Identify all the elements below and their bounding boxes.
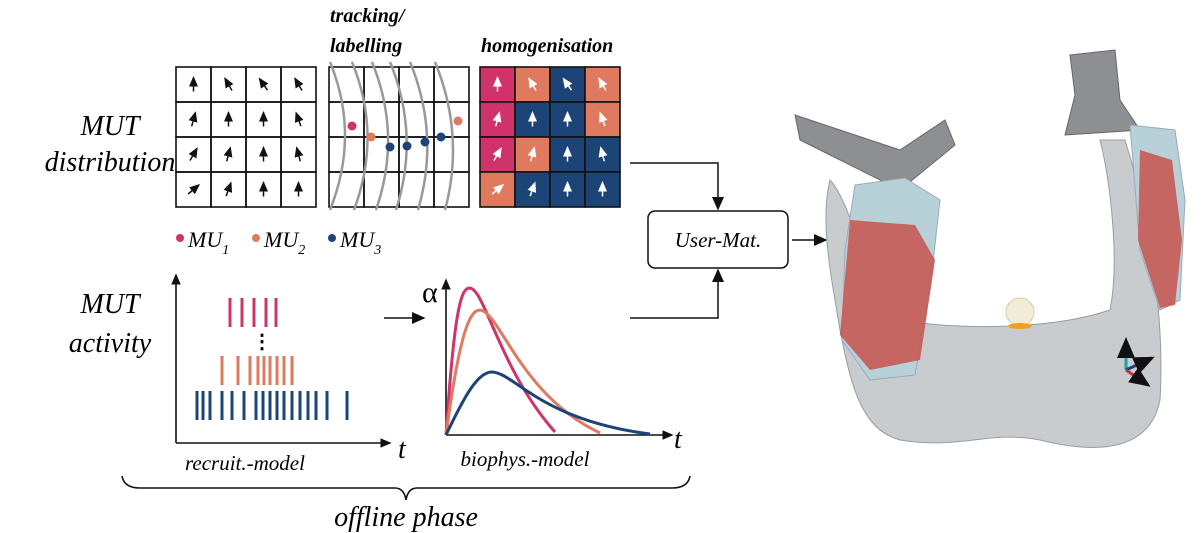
vector bbox=[598, 146, 608, 162]
vector bbox=[527, 181, 537, 197]
legend-sub: 2 bbox=[298, 243, 305, 258]
box bbox=[647, 210, 789, 269]
cell bbox=[280, 171, 317, 208]
track-point bbox=[436, 132, 446, 142]
legend-label: MU2 bbox=[263, 227, 305, 258]
spike-raster bbox=[195, 298, 349, 420]
track-point bbox=[420, 137, 430, 147]
panel-title: homogenisation bbox=[481, 35, 613, 57]
row-label: distribution bbox=[45, 147, 176, 178]
fiber bbox=[433, 61, 455, 211]
cell bbox=[514, 66, 551, 103]
vector bbox=[527, 146, 537, 162]
legend-label: MU1 bbox=[187, 227, 229, 258]
arrow bbox=[630, 268, 724, 319]
arrow bbox=[630, 162, 724, 211]
jaw-model bbox=[794, 49, 1186, 448]
legend-label: MU3 bbox=[339, 227, 381, 258]
curve bbox=[444, 286, 557, 436]
vector bbox=[492, 111, 502, 127]
row-label: activity bbox=[69, 328, 152, 359]
row-label: MUT bbox=[79, 289, 142, 320]
ellipsis: ⋮ bbox=[252, 331, 272, 353]
vector bbox=[492, 147, 502, 161]
fiber bbox=[388, 61, 408, 211]
legend-dot bbox=[252, 234, 260, 242]
vector bbox=[294, 77, 304, 91]
track-point bbox=[402, 141, 412, 151]
legend-text: MU bbox=[339, 227, 376, 252]
vector bbox=[188, 111, 198, 127]
cell bbox=[328, 136, 365, 173]
legend-text: MU bbox=[187, 227, 224, 252]
legend-sub: 1 bbox=[222, 243, 229, 258]
grids bbox=[175, 61, 621, 211]
fiber bbox=[408, 61, 429, 211]
vector bbox=[598, 111, 608, 127]
panel-title: labelling bbox=[330, 35, 402, 57]
vector bbox=[223, 146, 233, 162]
vector bbox=[294, 111, 304, 127]
track-point bbox=[453, 116, 463, 126]
vector bbox=[528, 77, 538, 91]
fiber bbox=[370, 61, 390, 211]
row-label: MUT bbox=[79, 111, 142, 142]
track-point bbox=[385, 142, 395, 152]
vector bbox=[258, 77, 269, 91]
vector bbox=[294, 146, 304, 162]
phase-label: offline phase bbox=[334, 502, 478, 533]
vector bbox=[598, 77, 608, 91]
curve bbox=[444, 308, 601, 436]
brace bbox=[121, 475, 691, 501]
track-point bbox=[347, 121, 357, 131]
box-label: User-Mat. bbox=[675, 228, 761, 252]
vector bbox=[223, 181, 233, 197]
cell bbox=[398, 66, 435, 103]
fiber bbox=[328, 61, 347, 211]
panel-caption: recruit.-model bbox=[185, 451, 305, 475]
axis-label: t bbox=[398, 434, 407, 465]
axis-label: α bbox=[422, 276, 438, 309]
legend-sub: 3 bbox=[373, 243, 381, 258]
legend-dot bbox=[176, 234, 184, 242]
legend-text: MU bbox=[263, 227, 300, 252]
curve bbox=[444, 370, 651, 436]
vector bbox=[562, 77, 573, 91]
vector bbox=[224, 77, 234, 91]
legend-dot bbox=[328, 234, 336, 242]
panel-caption: biophys.-model bbox=[461, 447, 590, 471]
axis-label: t bbox=[674, 424, 683, 455]
fiber bbox=[350, 61, 369, 211]
track-point bbox=[366, 132, 376, 142]
vector bbox=[188, 147, 198, 161]
panel-title: tracking/ bbox=[330, 5, 407, 27]
legend: MU1 MU2 MU3 bbox=[176, 227, 381, 258]
cell bbox=[328, 101, 365, 138]
vector bbox=[187, 184, 201, 195]
vector bbox=[491, 184, 505, 195]
cell bbox=[363, 101, 400, 138]
cell bbox=[363, 136, 400, 173]
